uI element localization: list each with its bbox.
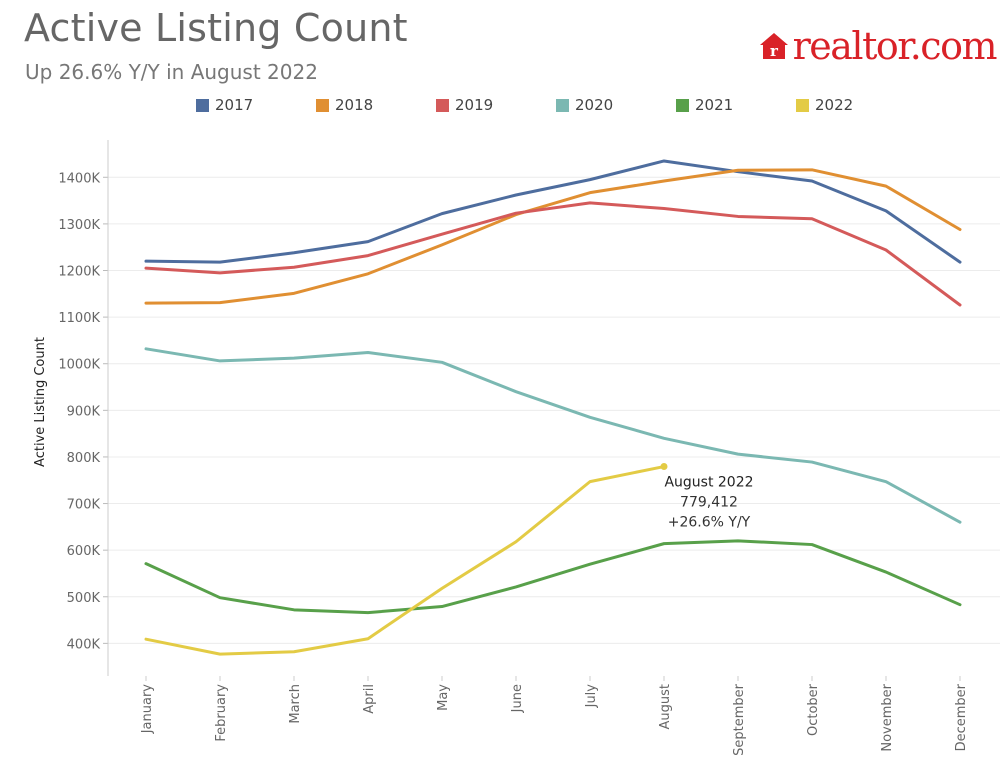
y-tick-label: 1300K <box>58 218 100 233</box>
y-tick-label: 600K <box>67 544 101 559</box>
legend-label: 2022 <box>815 96 854 114</box>
realtor-logo: r realtor.com <box>759 24 998 68</box>
annotation: August 2022 779,412 +26.6% Y/Y <box>660 463 754 531</box>
y-axis-title: Active Listing Count <box>33 337 48 467</box>
y-tick-label: 400K <box>67 637 101 652</box>
series-line-2021 <box>144 539 962 615</box>
x-tick-label: February <box>214 684 229 742</box>
x-tick-label: June <box>510 684 525 713</box>
y-tick-label: 1000K <box>58 358 100 373</box>
annotation-title: August 2022 <box>664 475 753 491</box>
legend-swatch <box>196 98 209 112</box>
legend-swatch <box>676 98 689 112</box>
x-tick-label: May <box>436 684 451 711</box>
y-tick-label: 700K <box>67 498 101 513</box>
legend-item-2017[interactable]: 2017 <box>196 96 316 114</box>
chart-subtitle: Up 26.6% Y/Y in August 2022 <box>25 60 318 84</box>
annotation-change: +26.6% Y/Y <box>668 515 751 531</box>
series-line-2022 <box>144 465 666 656</box>
legend-swatch <box>796 98 809 112</box>
legend-item-2019[interactable]: 2019 <box>436 96 556 114</box>
series-line-2019 <box>144 201 962 307</box>
legend-swatch <box>556 98 569 112</box>
x-tick-label: March <box>288 684 303 724</box>
y-tick-label: 900K <box>67 404 101 419</box>
x-tick-label: April <box>362 684 377 714</box>
series-lines <box>144 159 962 656</box>
y-tick-label: 1200K <box>58 265 100 280</box>
legend-label: 2021 <box>695 96 734 114</box>
x-tick-label: August <box>658 684 673 730</box>
legend-item-2021[interactable]: 2021 <box>676 96 796 114</box>
x-tick-label: October <box>806 683 821 736</box>
y-tick-label: 1100K <box>58 311 100 326</box>
legend-label: 2018 <box>335 96 374 114</box>
chart-title: Active Listing Count <box>24 6 408 50</box>
y-tick-label: 800K <box>67 451 101 466</box>
annotation-point <box>660 463 668 471</box>
legend-item-2020[interactable]: 2020 <box>556 96 676 114</box>
chart-legend: 2017 2018 2019 2020 2021 2022 <box>196 96 916 114</box>
legend-label: 2017 <box>215 96 254 114</box>
legend-label: 2020 <box>575 96 614 114</box>
y-tick-label: 500K <box>67 591 101 606</box>
svg-text:r: r <box>770 42 779 60</box>
series-line-2020 <box>144 347 962 524</box>
legend-item-2018[interactable]: 2018 <box>316 96 436 114</box>
legend-item-2022[interactable]: 2022 <box>796 96 916 114</box>
x-tick-label: December <box>954 683 969 751</box>
axes: 400K 500K 600K 700K 800K 900K 1000K 1100K 1200K 1… <box>33 140 969 756</box>
legend-swatch <box>316 98 329 112</box>
legend-swatch <box>436 98 449 112</box>
series-line-2018 <box>144 168 962 305</box>
x-tick-label: November <box>880 683 895 751</box>
legend-label: 2019 <box>455 96 494 114</box>
logo-wordmark: realtor.com <box>792 24 998 68</box>
house-r-icon: r <box>759 31 789 61</box>
annotation-value: 779,412 <box>680 495 738 511</box>
x-tick-label: September <box>732 683 747 756</box>
x-tick-label: July <box>584 684 599 709</box>
y-tick-label: 1400K <box>58 171 100 186</box>
grid-lines <box>108 176 1000 644</box>
series-line-2017 <box>144 159 962 264</box>
x-tick-label: January <box>140 684 155 735</box>
